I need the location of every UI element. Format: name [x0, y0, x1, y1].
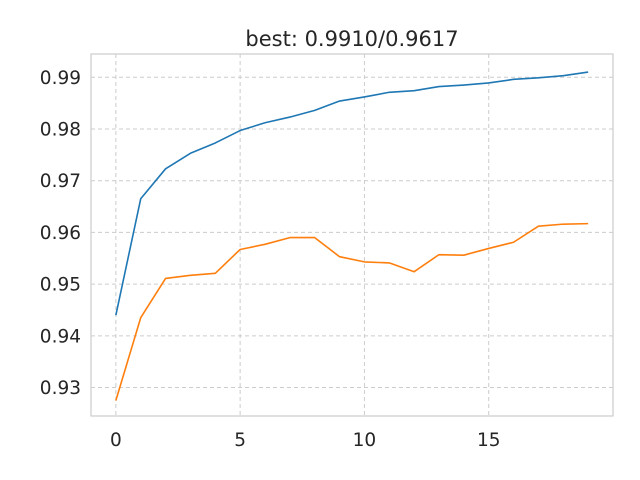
tick-label-layer: 0 5 10 15 0.93 0.94 0.95 0.96 0.97 0.98 0.99	[40, 68, 501, 451]
x-tick-label: 15	[477, 430, 501, 451]
x-tick-label: 0	[110, 430, 122, 451]
y-tick-label: 0.94	[40, 326, 81, 347]
y-tick-label: 0.96	[40, 223, 81, 244]
plot-frame	[90, 53, 614, 417]
y-tick-label: 0.95	[40, 275, 81, 296]
grid-layer	[91, 54, 613, 416]
y-tick-label: 0.97	[40, 171, 81, 192]
chart-title: best: 0.9910/0.9617	[245, 27, 458, 51]
y-tick-label: 0.98	[40, 119, 81, 140]
series-line-1	[115, 71, 589, 316]
y-tick-label: 0.93	[40, 378, 81, 399]
x-tick-label: 5	[234, 430, 246, 451]
series-layer	[115, 71, 589, 401]
y-tick-label: 0.99	[40, 68, 81, 89]
series-line-2	[115, 222, 589, 401]
x-tick-label: 10	[353, 430, 377, 451]
